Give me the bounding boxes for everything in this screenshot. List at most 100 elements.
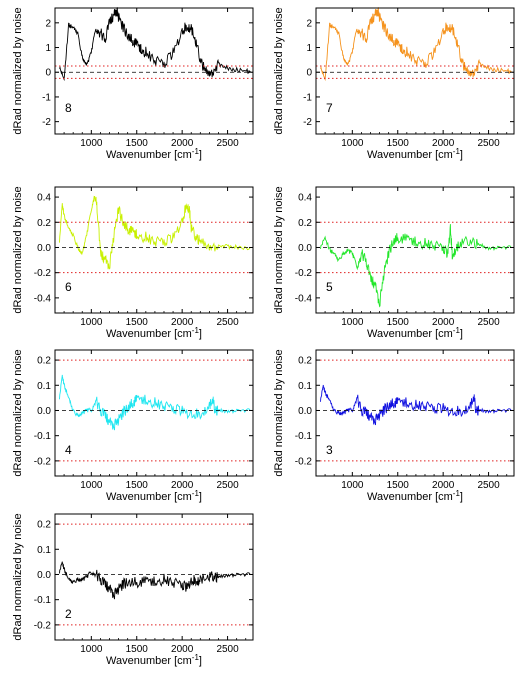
y-tick-label: -0.2 [295, 268, 313, 279]
panel-number-label: 4 [65, 443, 72, 457]
panel-number-label: 7 [326, 101, 333, 115]
x-tick-label: 2500 [477, 317, 500, 328]
chart-panel-4: -0.2 -0.1 0.0 0.1 0.2 1000 1500 2000 2500 Wavenum… [12, 349, 254, 503]
x-tick-label: 1500 [387, 317, 410, 328]
y-axis-label: dRad normalized by noise [12, 7, 24, 134]
y-tick-label: 0 [306, 68, 312, 79]
chart-panel-7: -2 -1 0 1 2 1000 1500 2000 2500 Wavenumber [cm-1]… [273, 7, 515, 161]
series-line [320, 384, 512, 426]
y-tick-label: -1 [303, 92, 312, 103]
panel-number-label: 5 [326, 280, 333, 294]
plot-frame [54, 513, 254, 641]
y-tick-label: -0.2 [34, 620, 52, 631]
y-tick-label: 0.2 [37, 520, 51, 531]
plot-frame [315, 7, 515, 135]
x-tick-label: 1000 [341, 317, 364, 328]
x-tick-label: 2000 [171, 644, 194, 655]
y-axis-label: dRad normalized by noise [12, 349, 24, 476]
x-tick-label: 1500 [126, 480, 149, 491]
x-tick-label: 1000 [80, 644, 103, 655]
series-line [59, 195, 251, 270]
y-tick-label: -0.1 [34, 595, 52, 606]
y-tick-label: -0.4 [34, 293, 52, 304]
x-tick-label: 2000 [171, 480, 194, 491]
x-tick-label: 1500 [126, 644, 149, 655]
y-tick-label: 1 [306, 43, 312, 54]
x-axis-label: Wavenumber [cm-1] [367, 147, 463, 161]
x-axis-label: Wavenumber [cm-1] [106, 489, 202, 503]
y-tick-label: 0.0 [37, 570, 51, 581]
y-tick-label: 0.2 [298, 218, 312, 229]
panel-number-label: 2 [65, 607, 72, 621]
chart-panel-8: -2 -1 0 1 2 1000 1500 2000 2500 Wavenumber [cm-1]… [12, 7, 254, 161]
y-tick-label: -1 [42, 92, 51, 103]
series-line [59, 561, 251, 600]
x-tick-label: 1000 [80, 138, 103, 149]
y-tick-label: 0.1 [37, 381, 51, 392]
x-tick-label: 1500 [387, 138, 410, 149]
x-axis-label: Wavenumber [cm-1] [106, 653, 202, 667]
y-tick-label: 0.2 [37, 218, 51, 229]
y-tick-label: -2 [303, 117, 312, 128]
y-tick-label: -0.4 [295, 293, 313, 304]
x-tick-label: 2500 [216, 317, 239, 328]
series-line [320, 224, 512, 308]
panel-number-label: 6 [65, 280, 72, 294]
plot-frame [315, 186, 515, 314]
series-line [59, 7, 251, 82]
y-tick-label: 1 [45, 43, 51, 54]
series-line [320, 7, 512, 82]
y-tick-label: -0.2 [34, 456, 52, 467]
x-tick-label: 2000 [171, 138, 194, 149]
y-tick-label: 0.0 [298, 243, 312, 254]
y-tick-label: 0 [45, 68, 51, 79]
y-axis-label: dRad normalized by noise [273, 7, 285, 134]
x-tick-label: 2000 [171, 317, 194, 328]
panel-number-label: 8 [65, 101, 72, 115]
y-axis-label: dRad normalized by noise [12, 513, 24, 640]
y-tick-label: 0.0 [37, 243, 51, 254]
x-axis-label: Wavenumber [cm-1] [106, 147, 202, 161]
plot-frame [54, 7, 254, 135]
x-tick-label: 2000 [432, 317, 455, 328]
plot-frame [315, 349, 515, 477]
x-tick-label: 2500 [477, 480, 500, 491]
x-tick-label: 1500 [387, 480, 410, 491]
y-axis-label: dRad normalized by noise [12, 186, 24, 313]
x-axis-label: Wavenumber [cm-1] [106, 326, 202, 340]
panel-number-label: 3 [326, 443, 333, 457]
x-axis-label: Wavenumber [cm-1] [367, 326, 463, 340]
plot-frame [54, 349, 254, 477]
y-tick-label: -0.2 [34, 268, 52, 279]
y-axis-label: dRad normalized by noise [273, 349, 285, 476]
x-tick-label: 2500 [216, 480, 239, 491]
y-tick-label: 0.4 [37, 193, 51, 204]
y-axis-label: dRad normalized by noise [273, 186, 285, 313]
chart-panel-5: -0.4 -0.2 0.0 0.2 0.4 1000 1500 2000 2500 Wavenum… [273, 186, 515, 340]
y-tick-label: -0.1 [295, 431, 313, 442]
x-tick-label: 1000 [341, 480, 364, 491]
y-tick-label: -2 [42, 117, 51, 128]
y-tick-label: 0.1 [37, 545, 51, 556]
y-tick-label: 0.2 [298, 356, 312, 367]
x-tick-label: 2000 [432, 480, 455, 491]
x-axis-label: Wavenumber [cm-1] [367, 489, 463, 503]
x-tick-label: 1000 [341, 138, 364, 149]
y-tick-label: -0.1 [34, 431, 52, 442]
x-tick-label: 2500 [216, 138, 239, 149]
y-tick-label: 2 [45, 18, 51, 29]
y-tick-label: -0.2 [295, 456, 313, 467]
x-tick-label: 2000 [432, 138, 455, 149]
y-tick-label: 0.1 [298, 381, 312, 392]
plot-frame [54, 186, 254, 314]
y-tick-label: 0.0 [298, 406, 312, 417]
y-tick-label: 0.2 [37, 356, 51, 367]
y-tick-label: 0.0 [37, 406, 51, 417]
series-line [59, 374, 251, 431]
x-tick-label: 1500 [126, 138, 149, 149]
chart-panel-2: -0.2 -0.1 0.0 0.1 0.2 1000 1500 2000 2500 Wavenum… [12, 513, 254, 667]
x-tick-label: 1500 [126, 317, 149, 328]
chart-panel-3: -0.2 -0.1 0.0 0.1 0.2 1000 1500 2000 2500 Wavenum… [273, 349, 515, 503]
x-tick-label: 1000 [80, 480, 103, 491]
